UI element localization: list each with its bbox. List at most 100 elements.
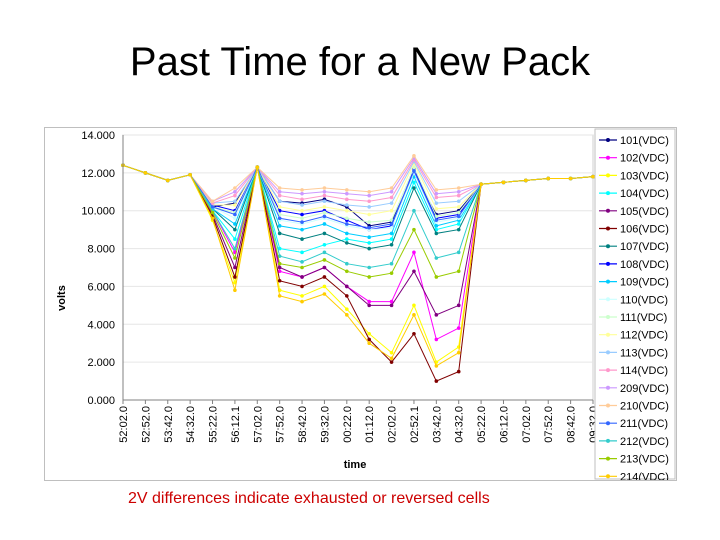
data-point — [300, 237, 304, 241]
data-point — [300, 260, 304, 264]
x-tick-label: 07:52.0 — [543, 406, 555, 443]
data-point — [412, 331, 416, 336]
data-point — [389, 299, 394, 304]
data-point — [568, 176, 573, 181]
data-point — [300, 265, 304, 270]
legend-item: 109(VDC) — [599, 277, 669, 289]
legend-item: 114(VDC) — [599, 365, 668, 377]
legend-marker — [606, 474, 610, 479]
y-tick-label: 12.000 — [81, 168, 115, 180]
data-point — [389, 242, 394, 247]
data-point — [300, 227, 304, 232]
data-point — [456, 227, 461, 232]
data-point — [233, 222, 237, 226]
y-tick-label: 2.000 — [87, 357, 115, 369]
legend-item: 108(VDC) — [599, 259, 669, 271]
data-point — [434, 275, 439, 279]
data-point — [277, 231, 282, 236]
legend-label: 109(VDC) — [620, 277, 669, 289]
x-tick-label: 08:42.0 — [566, 406, 578, 443]
x-axis-label: time — [344, 459, 367, 471]
legend-item: 105(VDC) — [599, 206, 669, 218]
legend-marker — [606, 261, 610, 266]
data-point — [367, 265, 371, 270]
data-point — [345, 307, 349, 311]
legend-label: 112(VDC) — [620, 330, 668, 342]
data-point — [300, 212, 304, 217]
data-point — [345, 294, 349, 298]
data-point — [479, 182, 483, 187]
y-axis-ticks: 0.000 2.000 4.000 6.000 8.000 10.000 12.000 14.… — [81, 130, 115, 407]
slide-title: Past Time for a New Pack — [129, 40, 591, 84]
data-point — [345, 269, 349, 274]
legend-marker — [606, 138, 610, 142]
data-point — [434, 256, 439, 260]
data-point — [412, 313, 416, 317]
data-point — [210, 205, 215, 209]
y-tick-label: 4.000 — [87, 319, 115, 331]
data-point — [322, 193, 327, 198]
data-point — [591, 174, 595, 179]
data-point — [389, 222, 394, 226]
data-point — [277, 265, 282, 270]
data-point — [277, 224, 282, 228]
series-lines — [121, 154, 595, 383]
data-point — [233, 246, 237, 251]
data-point — [233, 199, 237, 204]
x-tick-label: 57:52.0 — [275, 406, 287, 443]
data-point — [412, 303, 416, 308]
x-tick-label: 52:02.0 — [118, 406, 130, 443]
legend-item: 102(VDC) — [599, 153, 669, 165]
legend-item: 113(VDC) — [599, 347, 668, 359]
legend-marker — [606, 385, 610, 390]
x-tick-label: 56:12.1 — [230, 406, 242, 443]
legend-item: 104(VDC) — [599, 188, 669, 200]
data-point — [389, 360, 394, 364]
legend-label: 101(VDC) — [620, 135, 669, 147]
data-point — [434, 195, 439, 200]
data-point — [456, 269, 461, 274]
data-point — [389, 237, 394, 241]
data-point — [277, 278, 282, 283]
data-point — [389, 303, 394, 308]
x-tick-label: 53:42.0 — [163, 406, 175, 443]
gridlines — [123, 134, 593, 401]
x-tick-label: 03:42.0 — [431, 406, 443, 443]
legend-item: 211(VDC) — [599, 418, 668, 430]
legend-marker — [606, 332, 610, 337]
data-point — [412, 154, 416, 158]
data-point — [322, 186, 327, 190]
data-point — [412, 250, 416, 255]
legend-item: 107(VDC) — [599, 241, 669, 253]
data-point — [345, 261, 349, 266]
data-point — [143, 171, 148, 175]
data-point — [367, 275, 371, 279]
data-point — [233, 212, 237, 217]
data-point — [456, 186, 461, 190]
data-point — [233, 189, 237, 194]
legend-label: 105(VDC) — [620, 206, 669, 218]
legend-label: 213(VDC) — [620, 454, 669, 466]
data-point — [233, 256, 237, 260]
legend-marker — [606, 350, 610, 355]
data-point — [300, 294, 304, 298]
y-tick-label: 0.000 — [87, 395, 115, 407]
data-point — [300, 216, 304, 221]
legend-label: 107(VDC) — [620, 241, 669, 253]
data-point — [367, 331, 371, 336]
legend-item: 101(VDC) — [599, 135, 669, 147]
data-point — [456, 205, 461, 209]
data-point — [277, 269, 282, 274]
legend-item: 106(VDC) — [599, 224, 669, 236]
legend-marker — [606, 208, 610, 213]
x-tick-label: 52:52.0 — [140, 406, 152, 443]
legend-item: 112(VDC) — [599, 330, 668, 342]
data-point — [300, 299, 304, 304]
legend-item: 209(VDC) — [599, 383, 669, 395]
data-point — [456, 250, 461, 255]
x-tick-label: 01:12.0 — [364, 406, 376, 443]
data-point — [233, 186, 237, 190]
data-point — [322, 242, 327, 247]
legend-label: 209(VDC) — [620, 383, 669, 395]
data-point — [210, 216, 215, 221]
